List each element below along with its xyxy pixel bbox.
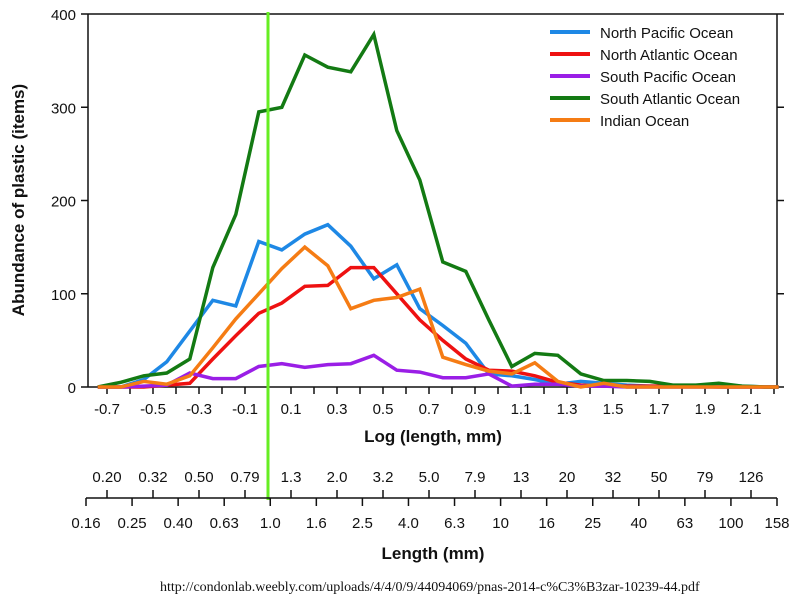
length-upper-tick-label: 79 xyxy=(697,469,714,486)
legend-label-south-pacific-ocean: South Pacific Ocean xyxy=(600,69,736,86)
length-upper-tick-label: 126 xyxy=(738,469,763,486)
length-upper-tick-label: 0.50 xyxy=(184,469,213,486)
legend-label-indian-ocean: Indian Ocean xyxy=(600,113,689,130)
x-tick-label: -0.1 xyxy=(232,401,258,418)
x-tick-label: 1.7 xyxy=(649,401,670,418)
length-lower-tick-label: 16 xyxy=(538,515,555,532)
x-tick-label: 0.5 xyxy=(373,401,394,418)
x-tick-label: 2.1 xyxy=(741,401,762,418)
y-tick-label: 100 xyxy=(51,287,76,304)
x-tick-label: 0.9 xyxy=(465,401,486,418)
x-tick-label: -0.7 xyxy=(94,401,120,418)
x-tick-label: -0.5 xyxy=(140,401,166,418)
length-lower-tick-label: 1.6 xyxy=(306,515,327,532)
length-lower-tick-label: 1.0 xyxy=(260,515,281,532)
x-axis-title: Log (length, mm) xyxy=(364,427,502,446)
x-tick-label: 0.7 xyxy=(419,401,440,418)
length-lower-tick-label: 10 xyxy=(492,515,509,532)
length-upper-tick-label: 1.3 xyxy=(281,469,302,486)
length-upper-tick-label: 5.0 xyxy=(419,469,440,486)
legend: North Pacific Ocean North Atlantic Ocean S… xyxy=(550,25,740,130)
length-upper-tick-label: 7.9 xyxy=(465,469,486,486)
legend-label-north-pacific-ocean: North Pacific Ocean xyxy=(600,25,733,42)
length-upper-tick-label: 0.79 xyxy=(230,469,259,486)
x-axis: -0.7 -0.5 -0.3 -0.1 0.1 0.3 0.5 0.7 0.9 1.1 1.3 1.5… xyxy=(94,387,775,418)
length-upper-tick-label: 0.32 xyxy=(138,469,167,486)
x-tick-label: 0.1 xyxy=(281,401,302,418)
y-axis: 0 100 200 300 400 xyxy=(51,7,784,397)
series-line-south-atlantic-ocean xyxy=(97,29,779,389)
length-lower-tick-label: 0.63 xyxy=(210,515,239,532)
y-axis-title: Abundance of plastic (items) xyxy=(9,84,28,316)
length-upper-tick-label: 50 xyxy=(651,469,668,486)
length-upper-tick-label: 0.20 xyxy=(92,469,121,486)
length-axis-title: Length (mm) xyxy=(382,544,485,563)
length-lower-tick-label: 40 xyxy=(630,515,647,532)
length-lower-tick-label: 158 xyxy=(764,515,789,532)
y-tick-label: 0 xyxy=(68,380,76,397)
length-lower-tick-label: 6.3 xyxy=(444,515,465,532)
x-tick-label: -0.3 xyxy=(186,401,212,418)
source-url: http://condonlab.weebly.com/uploads/4/4/… xyxy=(160,580,700,595)
x-tick-label: 0.3 xyxy=(327,401,348,418)
y-tick-label: 200 xyxy=(51,194,76,211)
length-lower-tick-label: 0.25 xyxy=(117,515,146,532)
series-line-indian-ocean xyxy=(97,244,779,389)
x-tick-label: 1.1 xyxy=(511,401,532,418)
y-tick-label: 400 xyxy=(51,7,76,24)
x-tick-label: 1.9 xyxy=(695,401,716,418)
length-lower-tick-label: 2.5 xyxy=(352,515,373,532)
length-lower-tick-label: 0.40 xyxy=(164,515,193,532)
legend-label-south-atlantic-ocean: South Atlantic Ocean xyxy=(600,91,740,108)
length-lower-tick-label: 0.16 xyxy=(71,515,100,532)
series-group xyxy=(97,29,779,389)
length-upper-tick-label: 13 xyxy=(513,469,530,486)
legend-label-north-atlantic-ocean: North Atlantic Ocean xyxy=(600,47,738,64)
series-line-north-atlantic-ocean xyxy=(97,265,779,389)
length-upper-tick-label: 20 xyxy=(559,469,576,486)
x-tick-label: 1.5 xyxy=(603,401,624,418)
length-upper-tick-label: 3.2 xyxy=(373,469,394,486)
x-tick-label: 1.3 xyxy=(557,401,578,418)
y-tick-label: 300 xyxy=(51,100,76,117)
length-lower-tick-label: 4.0 xyxy=(398,515,419,532)
length-axes: 0.20 0.32 0.50 0.79 1.3 2.0 3.2 5.0 7.9 13 20 32 50 7… xyxy=(71,469,789,532)
length-lower-tick-label: 25 xyxy=(584,515,601,532)
length-lower-tick-label: 63 xyxy=(677,515,694,532)
length-lower-tick-label: 100 xyxy=(718,515,743,532)
length-upper-tick-label: 32 xyxy=(605,469,622,486)
length-upper-tick-label: 2.0 xyxy=(327,469,348,486)
